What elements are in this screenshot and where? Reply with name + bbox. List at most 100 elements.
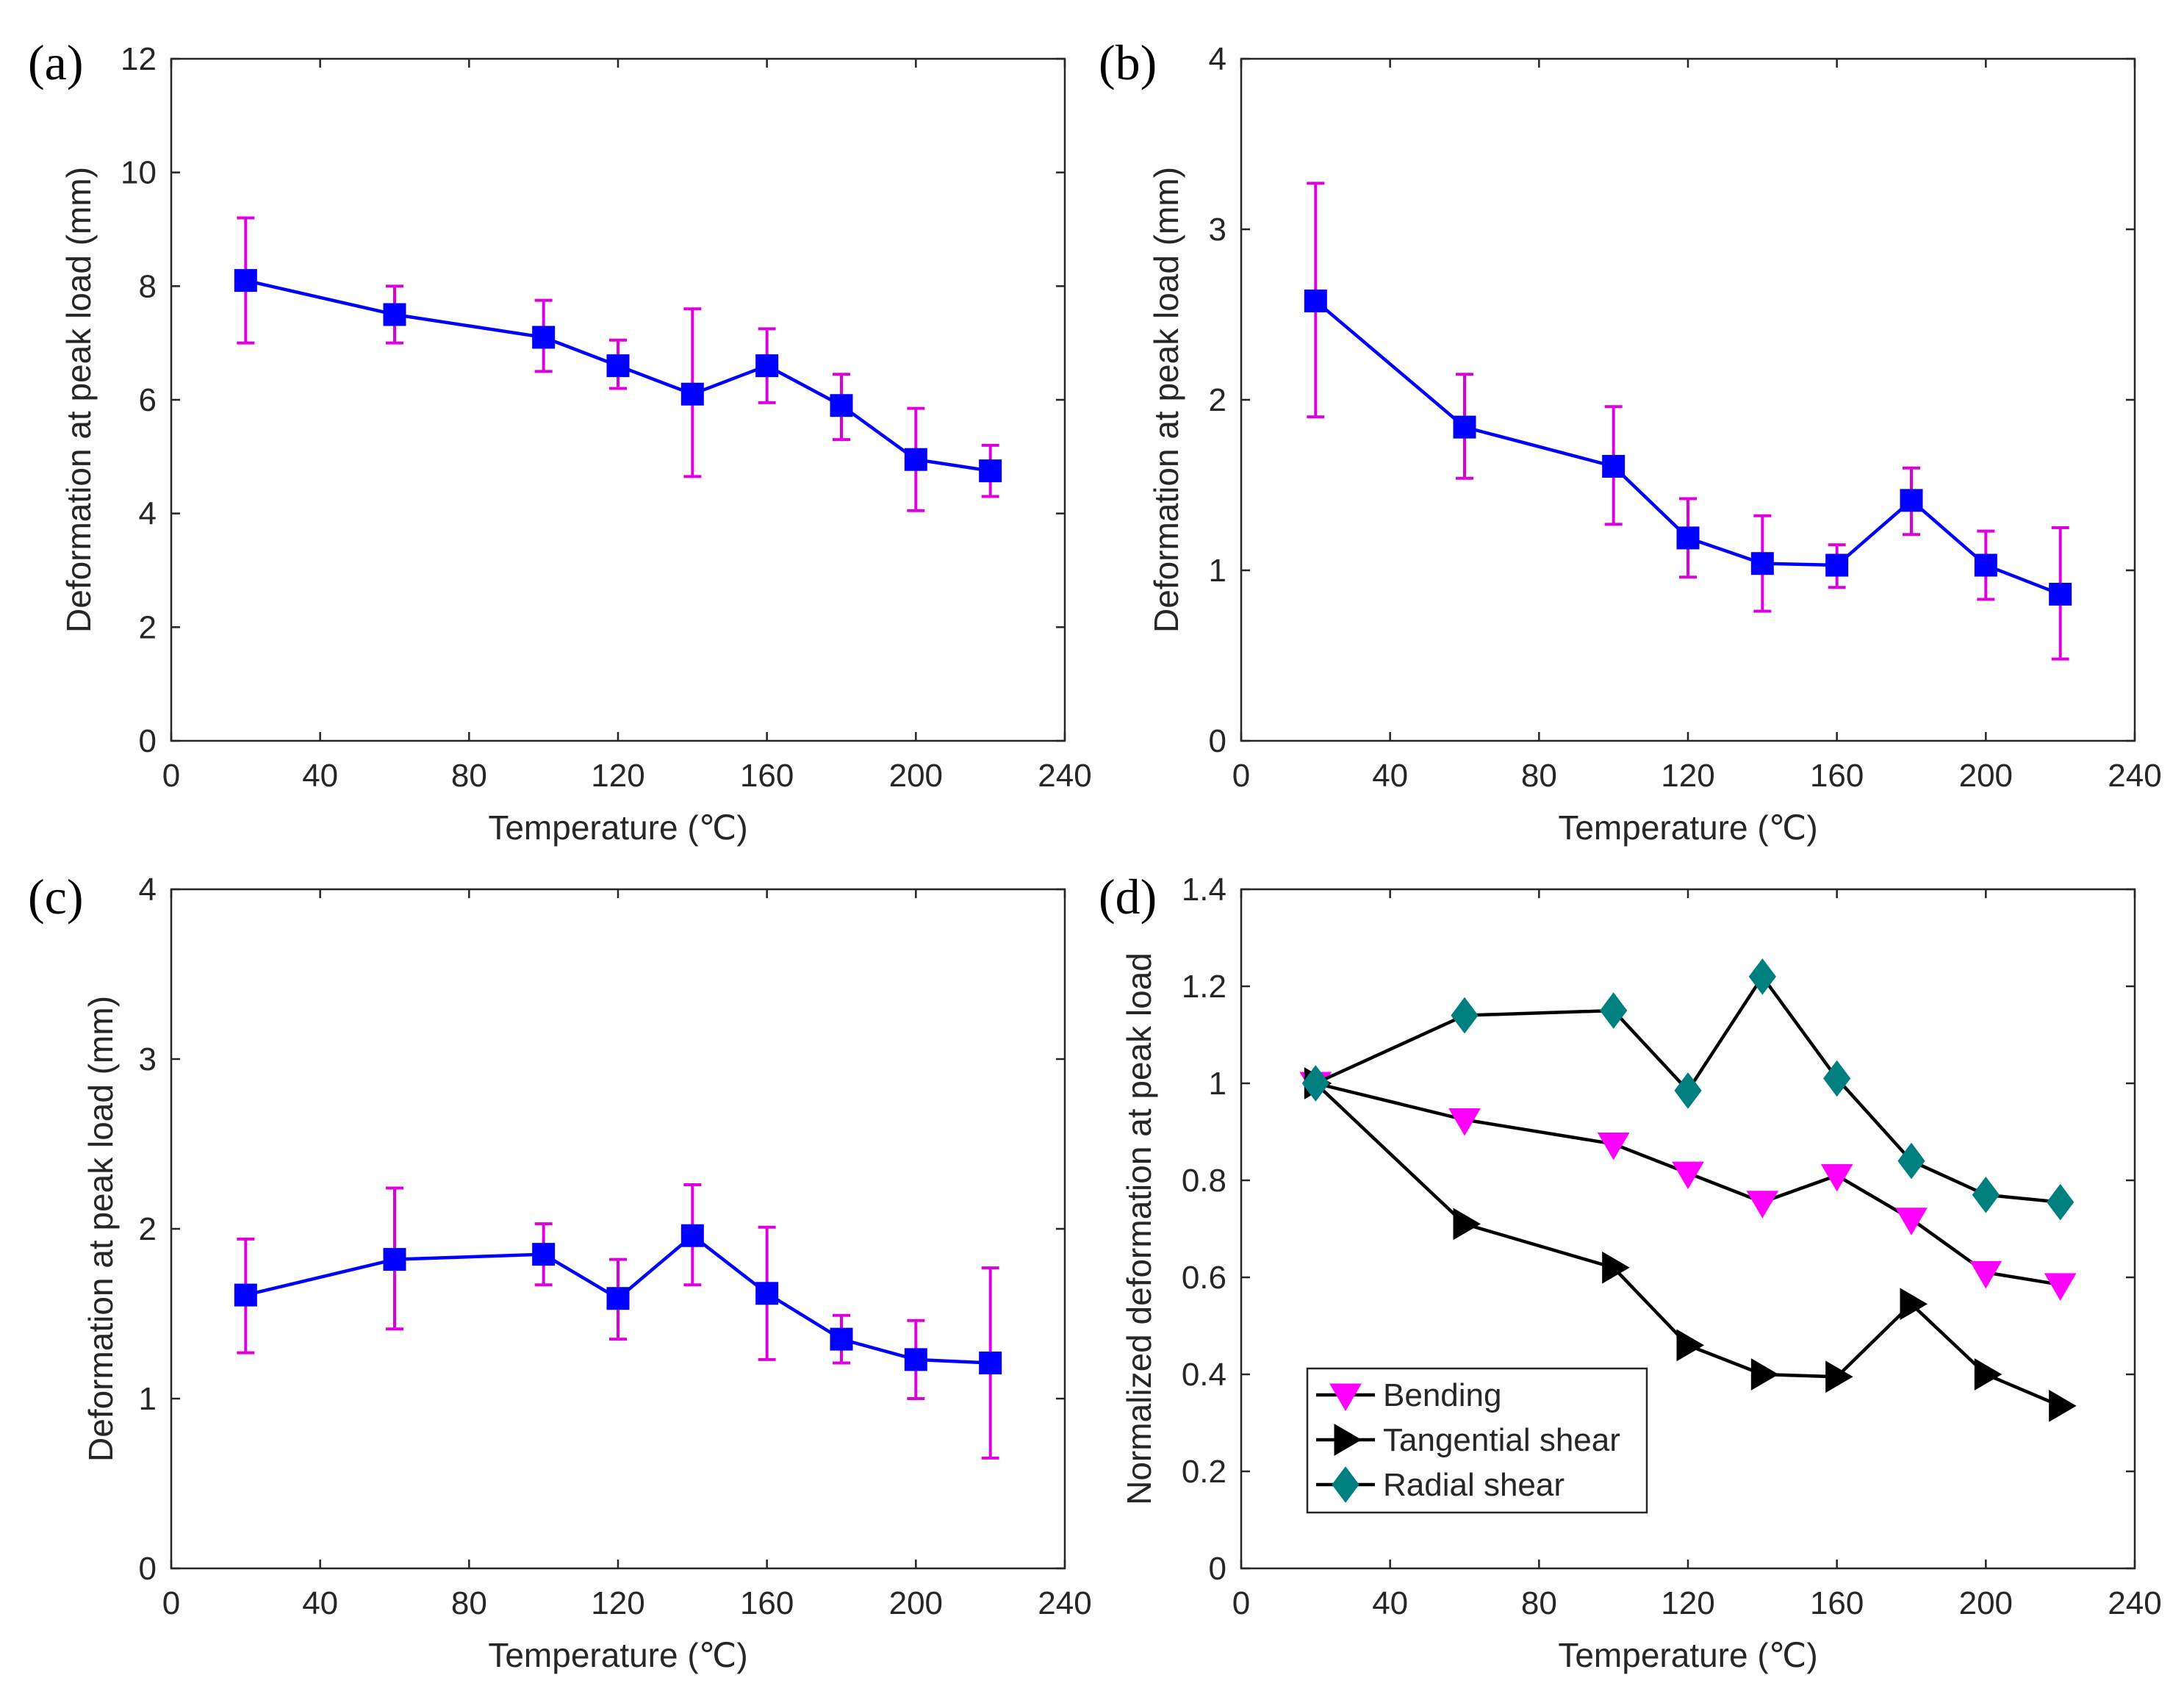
data-point	[1304, 289, 1327, 312]
x-tick-label: 80	[451, 758, 487, 794]
y-tick-label: 1.4	[1182, 872, 1226, 908]
y-tick-label: 0.2	[1182, 1454, 1226, 1490]
x-tick-label: 0	[162, 758, 180, 794]
data-point	[1900, 1288, 1928, 1321]
data-point	[1969, 1260, 2002, 1289]
data-point	[532, 326, 556, 349]
data-point	[1329, 1383, 1362, 1411]
data-point	[830, 1327, 853, 1351]
data-point	[234, 1283, 257, 1307]
series-bending	[1299, 1072, 2077, 1301]
x-tick-label: 120	[591, 1585, 644, 1621]
data-point	[1600, 992, 1628, 1029]
x-tick-label: 160	[1810, 1585, 1864, 1621]
data-point	[904, 1348, 927, 1371]
x-tick-label: 200	[889, 758, 943, 794]
x-tick-label: 40	[1372, 1585, 1408, 1621]
x-tick-label: 40	[302, 1585, 338, 1621]
x-tick-label: 40	[302, 758, 338, 794]
x-tick-label: 120	[591, 758, 644, 794]
data-point	[1672, 1161, 1704, 1190]
x-tick-label: 160	[740, 758, 794, 794]
panel-label: (c)	[28, 869, 83, 925]
x-axis-label: Temperature (℃)	[1558, 808, 1817, 847]
x-axis-label: Temperature (℃)	[488, 808, 747, 847]
data-point	[979, 1351, 1002, 1374]
data-point	[1974, 553, 1997, 577]
legend: Bending Tangential shear Radial shear	[1306, 1367, 1648, 1514]
x-tick-label: 160	[740, 1585, 794, 1621]
x-tick-label: 200	[1959, 1585, 2013, 1621]
y-tick-label: 1.2	[1182, 969, 1226, 1005]
data-point	[1750, 552, 1774, 575]
y-axis-label: Normalized deformation at peak load	[1120, 952, 1158, 1505]
panel-label: (d)	[1099, 869, 1157, 925]
y-tick-label: 2	[139, 609, 157, 645]
panel-label: (b)	[1099, 35, 1157, 90]
x-tick-label: 240	[2108, 758, 2161, 794]
y-tick-label: 1	[139, 1381, 157, 1417]
data-point	[1820, 1163, 1853, 1192]
y-tick-label: 4	[1209, 41, 1226, 77]
panel-label: (a)	[28, 35, 83, 90]
x-tick-label: 160	[1810, 758, 1864, 794]
axes-box	[170, 888, 1066, 1570]
axes-box	[170, 57, 1066, 742]
x-tick-label: 240	[1038, 758, 1091, 794]
y-tick-label: 1	[1209, 553, 1226, 589]
panel-c: 0 40 80 120 160 200 240 0 1 2 3 4 Temperature (℃) Def…	[28, 869, 1092, 1674]
data-point	[1748, 958, 1776, 995]
data-point	[1453, 415, 1476, 439]
data-point	[904, 448, 927, 471]
data-point	[1301, 1065, 1329, 1102]
data-point	[1746, 1191, 1779, 1219]
x-tick-label: 240	[1038, 1585, 1091, 1621]
legend-label: Radial shear	[1383, 1467, 1565, 1503]
y-tick-label: 10	[121, 155, 157, 191]
data-point	[979, 459, 1002, 483]
y-tick-label: 0	[1209, 723, 1226, 759]
data-point	[2047, 1183, 2075, 1221]
data-point	[755, 354, 779, 378]
data-point	[1451, 997, 1479, 1034]
y-tick-label: 4	[139, 496, 157, 532]
data-point	[383, 1248, 406, 1271]
x-tick-label: 0	[1232, 1585, 1250, 1621]
x-tick-label: 0	[162, 1585, 180, 1621]
data-point	[1750, 1358, 1779, 1391]
x-axis-label: Temperature (℃)	[488, 1636, 747, 1674]
legend-label: Tangential shear	[1383, 1422, 1620, 1458]
y-tick-label: 0	[139, 723, 157, 759]
data-point	[383, 303, 406, 326]
y-axis-label: Deformation at peak load (mm)	[82, 996, 120, 1462]
data-point	[1972, 1176, 2000, 1213]
data-point	[1332, 1466, 1359, 1503]
x-tick-label: 120	[1661, 758, 1714, 794]
series-tangential-shear	[1304, 1067, 2077, 1422]
data-point	[1825, 1360, 1853, 1393]
data-point	[234, 269, 257, 293]
data-point	[2049, 1390, 2077, 1422]
x-tick-label: 200	[889, 1585, 943, 1621]
y-axis-label: Deformation at peak load (mm)	[1147, 167, 1185, 633]
x-tick-label: 200	[1959, 758, 2013, 794]
y-tick-label: 1	[1209, 1066, 1226, 1102]
data-point	[680, 1224, 704, 1247]
data-point	[1825, 553, 1849, 577]
y-tick-label: 3	[1209, 212, 1226, 248]
y-tick-label: 8	[139, 268, 157, 304]
panel-a: 0 40 80 120 160 200 240 0 2 4 6 8 10 12 Temperature (℃…	[28, 35, 1092, 847]
y-tick-label: 0	[1209, 1551, 1226, 1587]
data-point	[1676, 526, 1700, 550]
data-point	[1448, 1108, 1481, 1136]
data-point	[1676, 1329, 1704, 1362]
data-point	[1895, 1208, 1928, 1235]
x-axis-label: Temperature (℃)	[1558, 1636, 1817, 1674]
x-tick-label: 80	[1521, 758, 1557, 794]
y-tick-label: 2	[1209, 382, 1226, 418]
data-point	[1900, 489, 1923, 512]
y-tick-label: 2	[139, 1211, 157, 1247]
data-point	[680, 382, 704, 406]
y-tick-label: 0.8	[1182, 1163, 1226, 1199]
data-point	[532, 1243, 556, 1266]
